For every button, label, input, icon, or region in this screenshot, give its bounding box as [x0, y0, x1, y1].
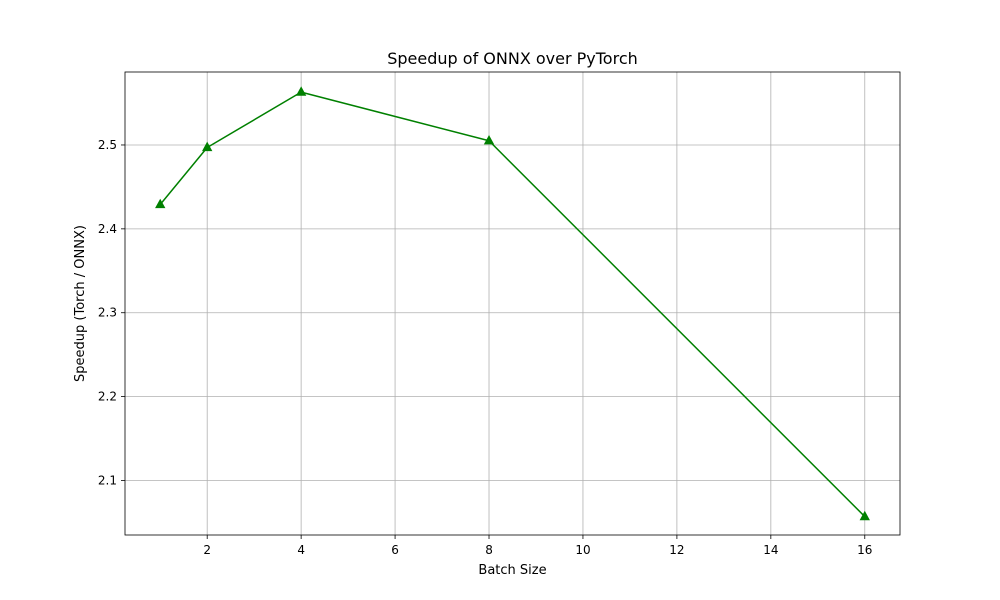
chart-title: Speedup of ONNX over PyTorch [387, 49, 638, 68]
y-tick-label: 2.4 [98, 222, 117, 236]
x-tick-label: 16 [857, 543, 872, 557]
x-axis: 2 4 6 8 10 12 14 16 [203, 535, 872, 557]
data-point [859, 510, 870, 521]
x-tick-label: 12 [669, 543, 684, 557]
x-tick-label: 4 [297, 543, 305, 557]
data-point [295, 86, 307, 96]
x-tick-label: 10 [575, 543, 590, 557]
data-point [155, 198, 166, 209]
plot-frame [124, 71, 901, 536]
x-axis-label: Batch Size [478, 563, 546, 578]
data-point [202, 141, 213, 152]
y-tick-label: 2.1 [98, 473, 117, 487]
y-axis-label: Speedup (Torch / ONNX) [73, 225, 88, 382]
y-tick-label: 2.2 [98, 390, 117, 404]
grid [125, 72, 900, 535]
x-tick-label: 2 [203, 543, 211, 557]
data-point [483, 134, 495, 145]
x-tick-label: 14 [763, 543, 778, 557]
x-tick-label: 8 [485, 543, 493, 557]
y-tick-label: 2.5 [98, 138, 117, 152]
series-layer [155, 86, 870, 521]
y-tick-label: 2.3 [98, 306, 117, 320]
y-axis: 2.1 2.2 2.3 2.4 2.5 [98, 138, 125, 487]
x-tick-label: 6 [391, 543, 399, 557]
